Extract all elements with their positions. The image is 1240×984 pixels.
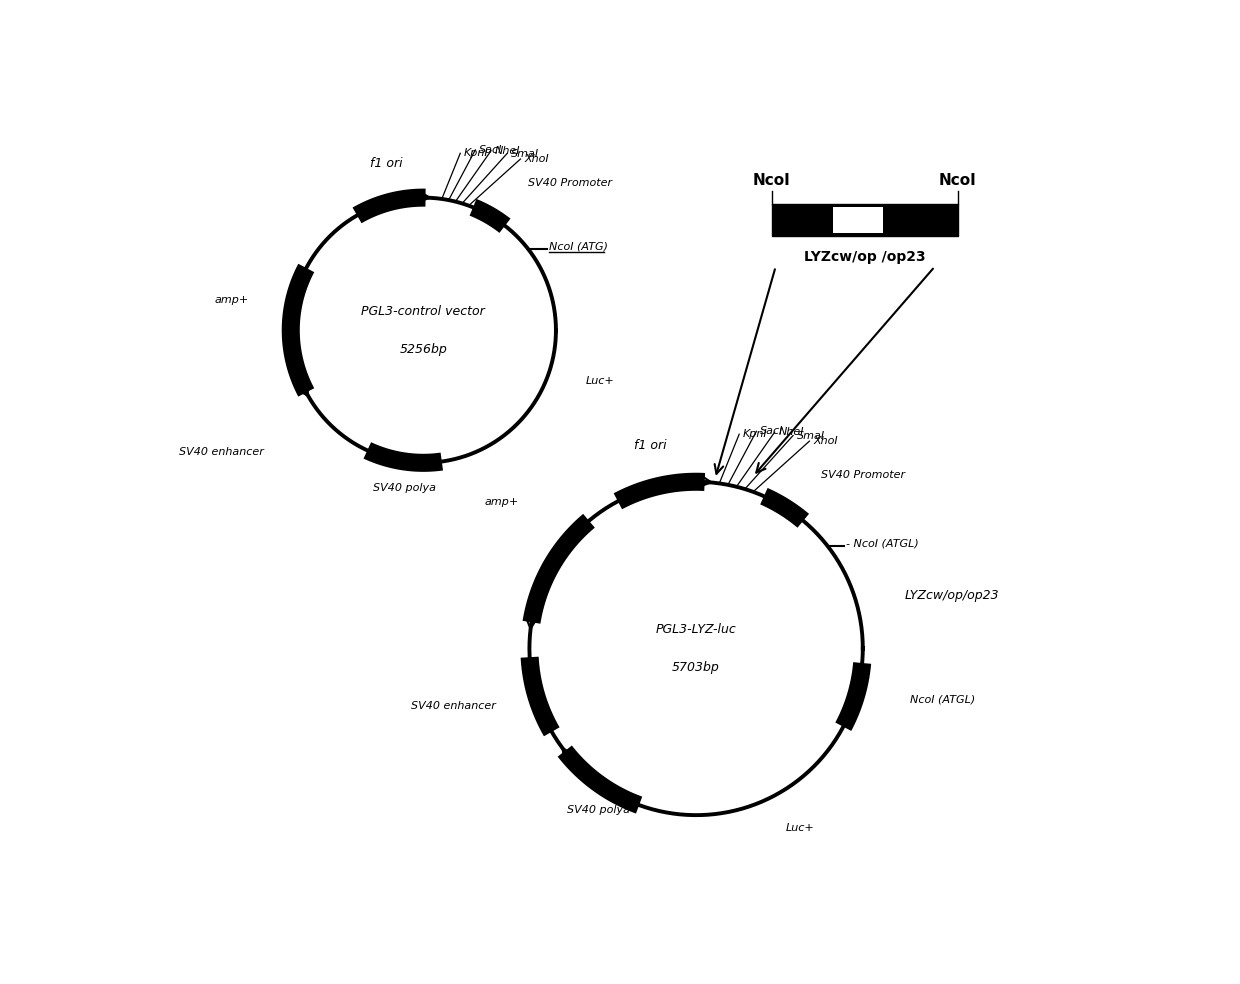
- Text: amp+: amp+: [215, 295, 249, 305]
- Text: SV40 enhancer: SV40 enhancer: [179, 447, 264, 458]
- Text: SmaI: SmaI: [797, 431, 825, 441]
- Text: f1 ori: f1 ori: [371, 156, 403, 169]
- Text: NheI: NheI: [495, 146, 521, 155]
- Text: PGL3-LYZ-luc: PGL3-LYZ-luc: [656, 623, 737, 636]
- Text: - NcoI (ATGL): - NcoI (ATGL): [847, 538, 919, 548]
- Text: SV40 enhancer: SV40 enhancer: [412, 701, 496, 711]
- Text: XhoI: XhoI: [525, 154, 549, 164]
- Text: NcoI (ATGL): NcoI (ATGL): [910, 695, 976, 705]
- Text: SmaI: SmaI: [511, 149, 538, 158]
- Text: PGL3-control vector: PGL3-control vector: [362, 305, 485, 318]
- Text: SV40 Promoter: SV40 Promoter: [821, 470, 905, 480]
- Text: NheI: NheI: [779, 427, 804, 437]
- Text: SV40 Promoter: SV40 Promoter: [527, 177, 611, 188]
- Text: 5256bp: 5256bp: [399, 342, 448, 355]
- Text: KpnI: KpnI: [743, 429, 768, 439]
- Text: SV40 polya: SV40 polya: [567, 805, 630, 815]
- Text: SacI: SacI: [479, 145, 502, 154]
- Bar: [771, 205, 957, 236]
- Text: LYZcw/op/op23: LYZcw/op/op23: [905, 589, 999, 602]
- Text: SacI: SacI: [760, 426, 784, 436]
- Text: SV40 polya: SV40 polya: [373, 483, 436, 493]
- Text: NcoI: NcoI: [753, 173, 791, 188]
- Text: NcoI: NcoI: [939, 173, 976, 188]
- Text: Luc+: Luc+: [585, 376, 615, 386]
- Text: XhoI: XhoI: [813, 436, 838, 446]
- Text: KpnI: KpnI: [464, 149, 489, 158]
- Text: LYZcw/op /op23: LYZcw/op /op23: [804, 250, 925, 264]
- Text: f1 ori: f1 ori: [634, 440, 667, 453]
- Text: 5703bp: 5703bp: [672, 661, 720, 674]
- Text: amp+: amp+: [485, 497, 520, 507]
- Bar: [833, 208, 883, 233]
- Text: Luc+: Luc+: [786, 823, 815, 833]
- Text: NcoI (ATG): NcoI (ATG): [549, 241, 608, 251]
